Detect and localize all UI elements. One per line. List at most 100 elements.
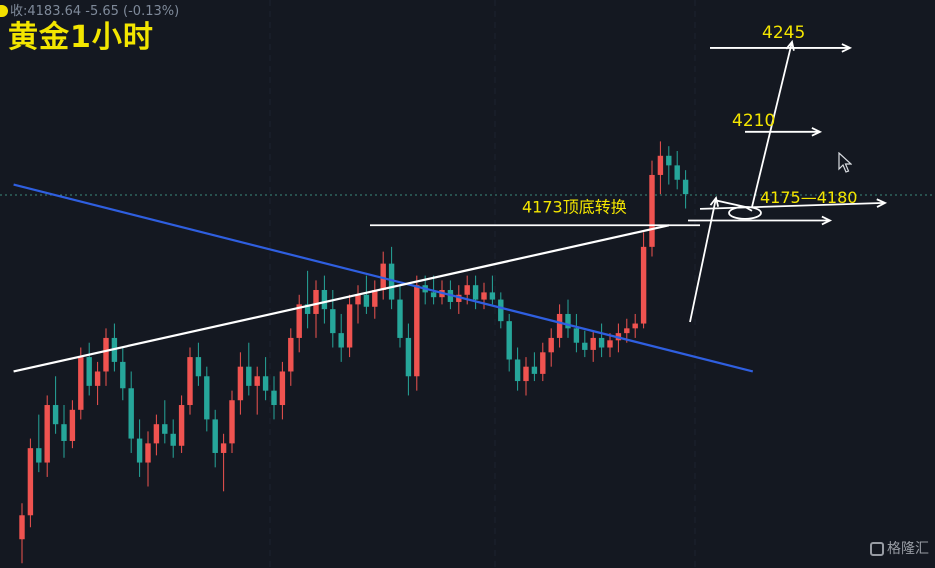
candle-body xyxy=(590,337,596,350)
label-4175-4180: 4175—4180 xyxy=(760,188,857,207)
candle-body xyxy=(52,405,59,425)
candle-body xyxy=(162,424,168,434)
candle-body xyxy=(338,333,344,348)
mouse-cursor-icon xyxy=(838,152,852,173)
candle-body xyxy=(170,433,176,446)
label-4210: 4210 xyxy=(732,111,775,131)
projection-up-arrow xyxy=(751,41,793,208)
candle-body xyxy=(94,371,101,386)
candle-body xyxy=(313,289,319,314)
candle-body xyxy=(388,263,395,300)
candle-body xyxy=(498,299,504,322)
candle-body xyxy=(649,174,655,247)
price-readout: 收:4183.64 -5.65 (-0.13%) xyxy=(0,0,179,19)
candle-body xyxy=(254,376,260,386)
candle-body xyxy=(304,304,311,314)
candle-body xyxy=(229,400,235,444)
candle-body xyxy=(145,443,151,463)
candle-body xyxy=(204,376,210,420)
candle-body xyxy=(187,357,193,406)
candle-body xyxy=(178,405,185,446)
candle-body xyxy=(120,361,126,389)
candle-body xyxy=(657,155,664,175)
target-arrow-4245-head xyxy=(841,43,853,53)
target-arrow-4210-head xyxy=(811,127,823,137)
candle-body xyxy=(296,304,302,338)
candle-body xyxy=(346,304,353,348)
target-arrow-4173-head xyxy=(821,215,833,226)
breakout-arrow-head xyxy=(709,195,720,207)
candle-body xyxy=(430,292,437,298)
candle-body xyxy=(44,405,50,463)
candle-body xyxy=(262,376,269,391)
candle-body xyxy=(330,309,336,334)
label-4245: 4245 xyxy=(762,23,805,43)
candle-body xyxy=(472,285,479,300)
candle-body xyxy=(220,443,227,453)
candle-body xyxy=(27,448,34,516)
candle-body xyxy=(61,424,67,441)
trendlines xyxy=(13,183,754,373)
candle-body xyxy=(548,337,554,353)
candle-body xyxy=(682,179,689,195)
candle-body xyxy=(506,321,512,360)
candle-body xyxy=(380,263,386,290)
candle-body xyxy=(464,285,470,295)
price-readout-text: 收:4183.64 -5.65 (-0.13%) xyxy=(10,4,180,19)
candle-body xyxy=(582,342,588,350)
candle-body xyxy=(103,337,109,372)
candle-body xyxy=(128,388,134,439)
candle-body xyxy=(36,448,42,463)
candle-body xyxy=(288,337,294,372)
candle-body xyxy=(674,165,680,180)
retest-zone-ellipse xyxy=(728,206,762,220)
candle-body xyxy=(195,357,202,377)
candle-body xyxy=(212,419,218,453)
candle-body xyxy=(540,352,546,374)
drawings: 4245 4210 4173顶底转换 4175—4180 xyxy=(370,23,888,323)
candle-body xyxy=(355,294,361,305)
candle-body xyxy=(363,294,370,307)
watermark-text: 格隆汇 xyxy=(887,541,929,557)
candle-body xyxy=(640,246,647,324)
candle-body xyxy=(514,359,521,382)
candle-body xyxy=(573,328,580,343)
watermark-logo-icon xyxy=(870,542,884,556)
candle-body xyxy=(237,366,244,401)
projection-up-arrow-head xyxy=(785,39,795,51)
candle-body xyxy=(565,313,571,329)
candle-body xyxy=(624,328,630,334)
candle-body xyxy=(19,515,25,540)
target-arrow-4175-4180-head xyxy=(876,198,888,208)
candle-body xyxy=(372,289,378,307)
trendline-blue-trend xyxy=(13,183,754,373)
candle-body xyxy=(246,366,252,386)
target-arrow-4175-4180 xyxy=(699,202,886,210)
candle-body xyxy=(69,409,76,441)
candle-body xyxy=(556,313,563,338)
candle-body xyxy=(321,289,328,310)
candles xyxy=(19,141,689,564)
candle-body xyxy=(271,390,277,406)
candle-body xyxy=(632,323,638,329)
chart-title: 黄金1小时 xyxy=(8,20,154,55)
label-4173-flip: 4173顶底转换 xyxy=(522,197,627,216)
candle-body xyxy=(598,337,605,348)
candle-body xyxy=(489,292,496,300)
candle-body xyxy=(481,292,487,300)
candle-body xyxy=(279,371,286,406)
candle-body xyxy=(397,299,403,338)
watermark: 格隆汇 xyxy=(870,538,929,558)
readout-marker-icon xyxy=(0,5,8,17)
trendline-white-trend xyxy=(13,224,670,373)
candle-body xyxy=(405,337,412,377)
candle-body xyxy=(456,294,462,302)
candle-body xyxy=(523,366,529,382)
candle-body xyxy=(531,366,538,374)
candle-body xyxy=(86,357,92,386)
candle-body xyxy=(414,285,420,377)
candle-body xyxy=(136,438,143,463)
